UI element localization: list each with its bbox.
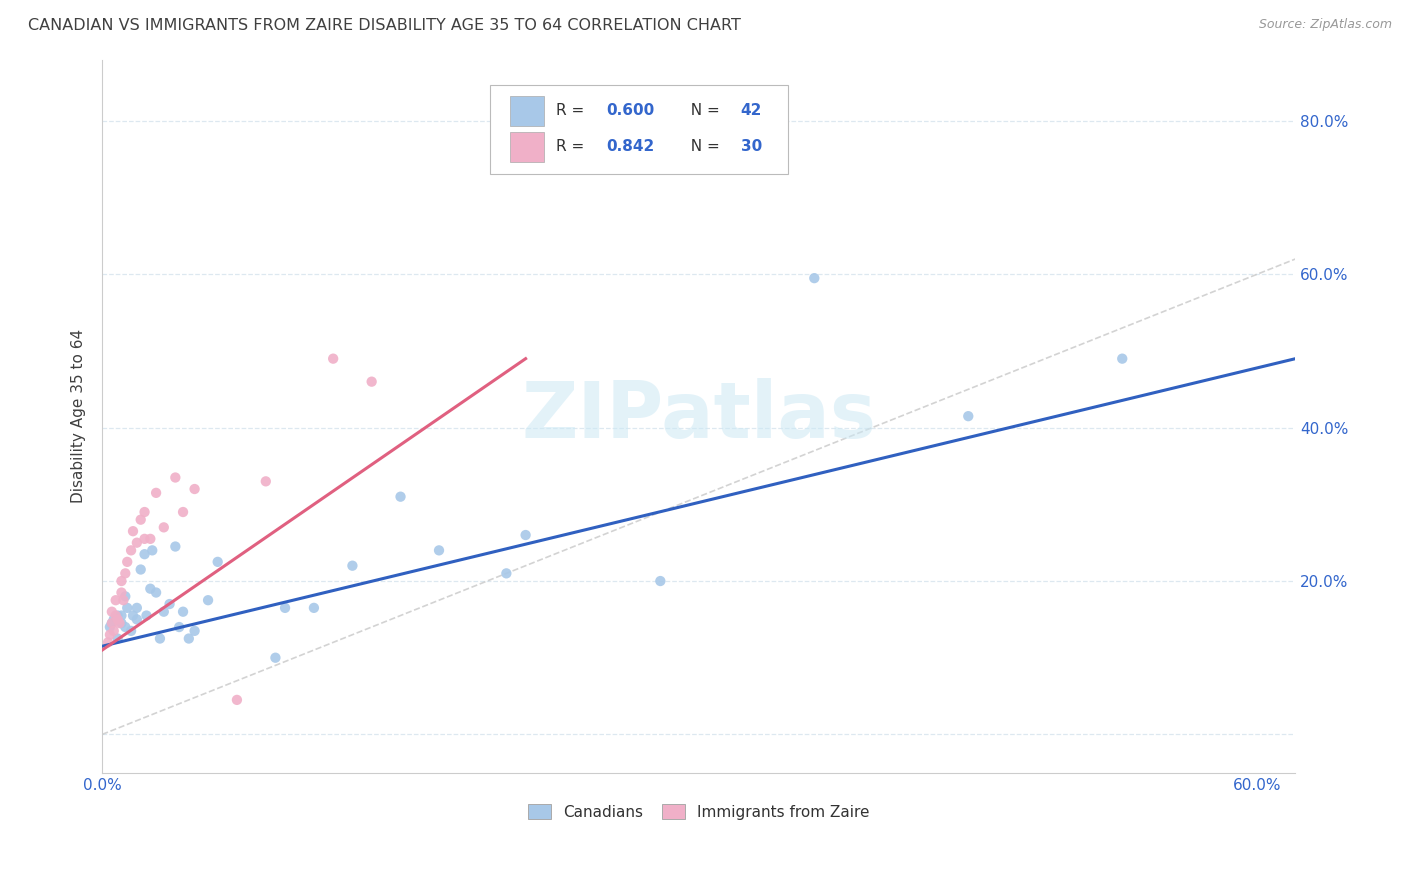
Point [122,524,145,539]
Text: 30: 30 [741,139,762,154]
Text: N =: N = [681,139,724,154]
Point [389,490,412,504]
Point [153,520,176,534]
Point [165,470,187,484]
Point [134,505,156,519]
Point [114,620,136,634]
Point [207,555,229,569]
Point [264,650,287,665]
Point [101,616,124,631]
Text: R =: R = [555,103,589,119]
Point [101,616,124,631]
Text: N =: N = [681,103,724,119]
Point [125,600,148,615]
Text: CANADIAN VS IMMIGRANTS FROM ZAIRE DISABILITY AGE 35 TO 64 CORRELATION CHART: CANADIAN VS IMMIGRANTS FROM ZAIRE DISABI… [28,18,741,33]
Point [125,612,148,626]
Point [112,593,135,607]
Point [120,624,142,638]
Point [226,693,249,707]
Point [145,486,167,500]
Point [495,566,517,581]
Point [197,593,219,607]
Point [145,585,167,599]
Point [134,532,156,546]
Point [98,620,121,634]
Point [302,600,325,615]
Point [110,585,132,599]
Text: R =: R = [555,139,589,154]
Point [172,605,194,619]
Point [110,616,132,631]
Point [803,271,825,285]
Legend: Canadians, Immigrants from Zaire: Canadians, Immigrants from Zaire [522,798,876,826]
Point [141,543,163,558]
Point [1111,351,1133,366]
Point [149,632,172,646]
Point [183,624,205,638]
Point [107,608,129,623]
Text: ZIPatlas: ZIPatlas [522,378,876,454]
Point [107,612,129,626]
Point [135,608,157,623]
Point [360,375,382,389]
Bar [510,132,544,161]
Point [108,616,131,631]
Point [115,600,138,615]
Point [110,608,132,623]
Point [129,562,152,576]
Point [153,605,176,619]
Point [139,532,162,546]
Text: 42: 42 [741,103,762,119]
Point [120,543,142,558]
Point [650,574,672,588]
Point [101,605,124,619]
Point [107,632,129,646]
Point [139,582,162,596]
Point [165,540,187,554]
Point [515,528,537,542]
Point [114,590,136,604]
Point [98,628,121,642]
Text: 0.600: 0.600 [606,103,654,119]
Point [274,600,297,615]
Point [122,608,145,623]
Text: Source: ZipAtlas.com: Source: ZipAtlas.com [1258,18,1392,31]
Point [172,505,194,519]
Point [957,409,980,424]
Text: 0.842: 0.842 [606,139,654,154]
Point [167,620,190,634]
Point [129,513,152,527]
Y-axis label: Disability Age 35 to 64: Disability Age 35 to 64 [72,329,86,503]
Point [103,624,125,638]
FancyBboxPatch shape [491,85,789,174]
Point [104,593,127,607]
Point [110,574,132,588]
Point [97,635,120,649]
Point [134,547,156,561]
Point [342,558,364,573]
Point [254,475,277,489]
Point [427,543,450,558]
Point [159,597,181,611]
Point [115,555,138,569]
Point [322,351,344,366]
Point [183,482,205,496]
Point [177,632,200,646]
Bar [510,96,544,126]
Point [125,535,148,549]
Point [104,608,127,623]
Point [103,612,125,626]
Point [114,566,136,581]
